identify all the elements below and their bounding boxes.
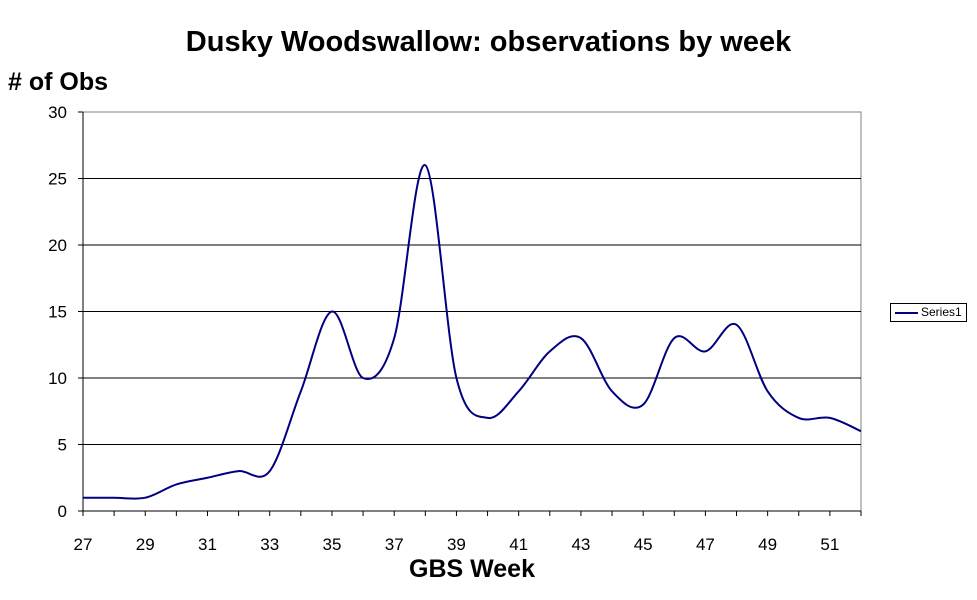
x-tick-label-37: 37: [385, 535, 404, 554]
y-tick-label-0: 0: [58, 502, 67, 521]
legend-swatch-series1: [895, 312, 918, 314]
x-tick-label-27: 27: [74, 535, 93, 554]
x-tick-label-35: 35: [322, 535, 341, 554]
y-tick-label-10: 10: [48, 369, 67, 388]
y-tick-label-20: 20: [48, 236, 67, 255]
x-tick-label-45: 45: [634, 535, 653, 554]
legend-label-series1: Series1: [921, 305, 962, 319]
x-tick-label-41: 41: [509, 535, 528, 554]
y-axis-label: # of Obs: [8, 68, 109, 96]
x-tick-label-29: 29: [136, 535, 155, 554]
legend: Series1: [890, 303, 967, 322]
x-tick-label-51: 51: [820, 535, 839, 554]
y-tick-label-15: 15: [48, 303, 67, 322]
x-axis-label: GBS Week: [409, 555, 535, 583]
y-tick-label-25: 25: [48, 170, 67, 189]
x-tick-label-39: 39: [447, 535, 466, 554]
chart-title: Dusky Woodswallow: observations by week: [185, 26, 792, 58]
x-tick-label-31: 31: [198, 535, 217, 554]
x-tick-label-49: 49: [758, 535, 777, 554]
y-tick-label-5: 5: [58, 436, 67, 455]
x-tick-label-47: 47: [696, 535, 715, 554]
y-tick-label-30: 30: [48, 103, 67, 122]
series-line-series1: [83, 164, 862, 500]
x-tick-label-43: 43: [571, 535, 590, 554]
x-tick-label-33: 33: [260, 535, 279, 554]
